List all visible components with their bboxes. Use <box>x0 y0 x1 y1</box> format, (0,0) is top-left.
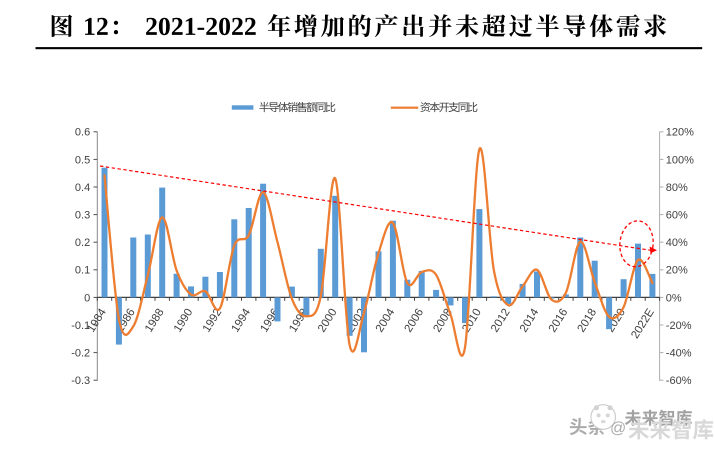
svg-text:2016: 2016 <box>547 307 571 335</box>
svg-text:1988: 1988 <box>143 307 167 335</box>
svg-text:2000: 2000 <box>316 307 340 335</box>
svg-text:2012: 2012 <box>489 307 513 335</box>
svg-text:120%: 120% <box>666 127 694 139</box>
svg-text:0.2: 0.2 <box>75 237 90 249</box>
svg-text:0.4: 0.4 <box>75 182 90 194</box>
svg-text:0.1: 0.1 <box>75 265 90 277</box>
svg-text:1994: 1994 <box>230 307 254 335</box>
svg-text:1990: 1990 <box>172 307 196 335</box>
svg-text:2006: 2006 <box>403 307 427 335</box>
svg-text:80%: 80% <box>666 182 688 194</box>
svg-text:1992: 1992 <box>201 307 225 335</box>
svg-text:2014: 2014 <box>518 307 542 335</box>
svg-text:2018: 2018 <box>576 307 600 335</box>
svg-text:2022E: 2022E <box>629 306 657 341</box>
svg-text:-0.1: -0.1 <box>71 320 90 332</box>
svg-text:0.6: 0.6 <box>75 127 90 139</box>
svg-text:60%: 60% <box>666 210 688 222</box>
svg-text:0%: 0% <box>666 292 682 304</box>
svg-text:-0.3: -0.3 <box>71 375 90 387</box>
svg-text:40%: 40% <box>666 237 688 249</box>
svg-text:-0.2: -0.2 <box>71 348 90 360</box>
svg-text:-60%: -60% <box>666 375 692 387</box>
svg-text:-20%: -20% <box>666 320 692 332</box>
svg-text:2004: 2004 <box>374 307 398 335</box>
svg-text:-40%: -40% <box>666 348 692 360</box>
svg-text:0.3: 0.3 <box>75 210 90 222</box>
svg-text:0.5: 0.5 <box>75 154 90 166</box>
svg-text:100%: 100% <box>666 154 694 166</box>
svg-text:20%: 20% <box>666 265 688 277</box>
svg-text:0: 0 <box>84 292 90 304</box>
